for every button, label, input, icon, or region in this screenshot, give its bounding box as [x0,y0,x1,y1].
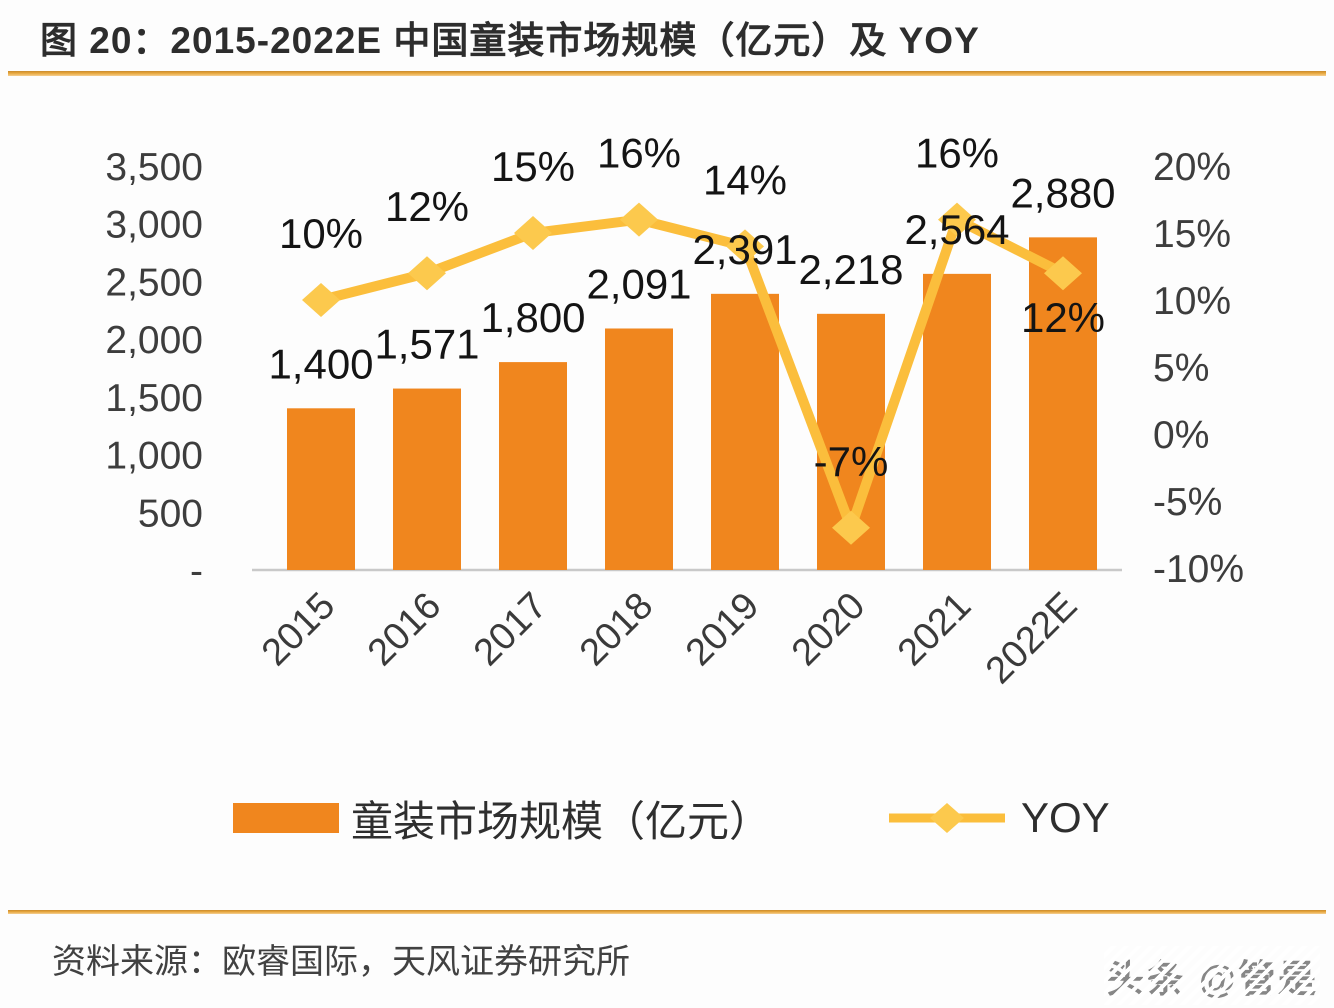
right-axis-tick: 0% [1153,414,1209,457]
yoy-marker-2020 [832,510,870,545]
bar-2022E [1029,237,1097,571]
chart-canvas: 3,500 3,000 2,500 2,000 1,500 1,000 500 - 20% 15%… [105,130,1244,692]
x-axis-label-2017: 2017 [466,585,555,674]
bar-value-label: 2,564 [904,206,1009,253]
x-axis-label-2020: 2020 [784,585,873,674]
yoy-marker-2015 [302,283,340,317]
yoy-value-label: 12% [1021,294,1105,341]
yoy-value-label: 12% [385,183,469,230]
watermark-text: 头条 @管是 [1104,946,1320,1005]
left-axis-tick: 500 [138,492,203,535]
left-axis-tick: 3,000 [105,204,203,247]
chart-title: 图 20：2015-2022E 中国童装市场规模（亿元）及 YOY [40,20,980,61]
legend-label-market-size: 童装市场规模（亿元） [351,797,772,845]
bar-2021 [923,273,991,570]
right-axis-tick: 5% [1153,347,1209,390]
yoy-marker-2016 [408,256,446,291]
bar-value-label: 2,391 [692,226,797,273]
bar-value-label: 2,218 [798,246,903,293]
yoy-value-label: 15% [491,143,575,190]
left-axis-tick: 3,500 [105,146,203,189]
left-axis-tick: - [190,550,203,593]
yoy-value-label: 16% [915,130,999,177]
title-divider [8,71,1326,76]
yoy-value-label: 16% [597,130,681,177]
bar-value-label: 2,880 [1010,169,1115,216]
yoy-marker-2019 [726,229,764,264]
bar-value-label: 1,400 [268,340,373,387]
right-axis-tick: 20% [1153,146,1231,189]
bar-2017 [499,362,567,570]
x-axis-label-2022E: 2022E [978,585,1085,692]
yoy-marker-2017 [514,216,552,250]
bar-2019 [711,293,779,570]
x-axis-label-2018: 2018 [572,585,661,674]
right-axis-tick: 15% [1153,213,1231,256]
x-axis-label-2019: 2019 [678,585,767,674]
yoy-value-label: -7% [814,438,889,485]
bar-2015 [287,408,355,570]
right-axis-tick: -10% [1153,548,1244,591]
left-axis-tick: 1,500 [105,377,203,420]
legend-label-yoy: YOY [1021,794,1110,841]
legend-item-market-size: 童装市场规模（亿元） [233,796,771,845]
bar-value-label: 1,571 [374,321,479,368]
left-axis-tick: 1,000 [105,435,203,478]
bar-value-label: 2,091 [586,260,691,307]
yoy-line [319,212,1066,543]
yoy-value-label: 10% [279,210,363,257]
right-axis-tick: 10% [1153,280,1231,323]
bar-2016 [393,388,461,570]
legend-item-yoy: YOY [885,794,1110,841]
yoy-marker-2018 [620,202,658,237]
yoy-marker-2022E [1044,256,1082,291]
x-axis-label-2015: 2015 [254,585,343,674]
bar-2018 [605,328,673,570]
yoy-value-label: 14% [703,156,787,203]
footer-divider [8,910,1326,914]
x-axis-label-2016: 2016 [360,585,449,674]
yoy-marker-2021 [938,202,976,237]
bar-value-label: 1,800 [480,294,585,341]
bar-series-swatch [233,803,339,833]
line-series-marker [889,803,1005,833]
left-axis-tick: 2,000 [105,319,203,362]
left-axis-tick: 2,500 [105,261,203,304]
right-axis-tick: -5% [1153,481,1222,524]
x-axis-label-2021: 2021 [890,585,979,674]
source-text: 资料来源：欧睿国际，天风证券研究所 [52,943,630,981]
